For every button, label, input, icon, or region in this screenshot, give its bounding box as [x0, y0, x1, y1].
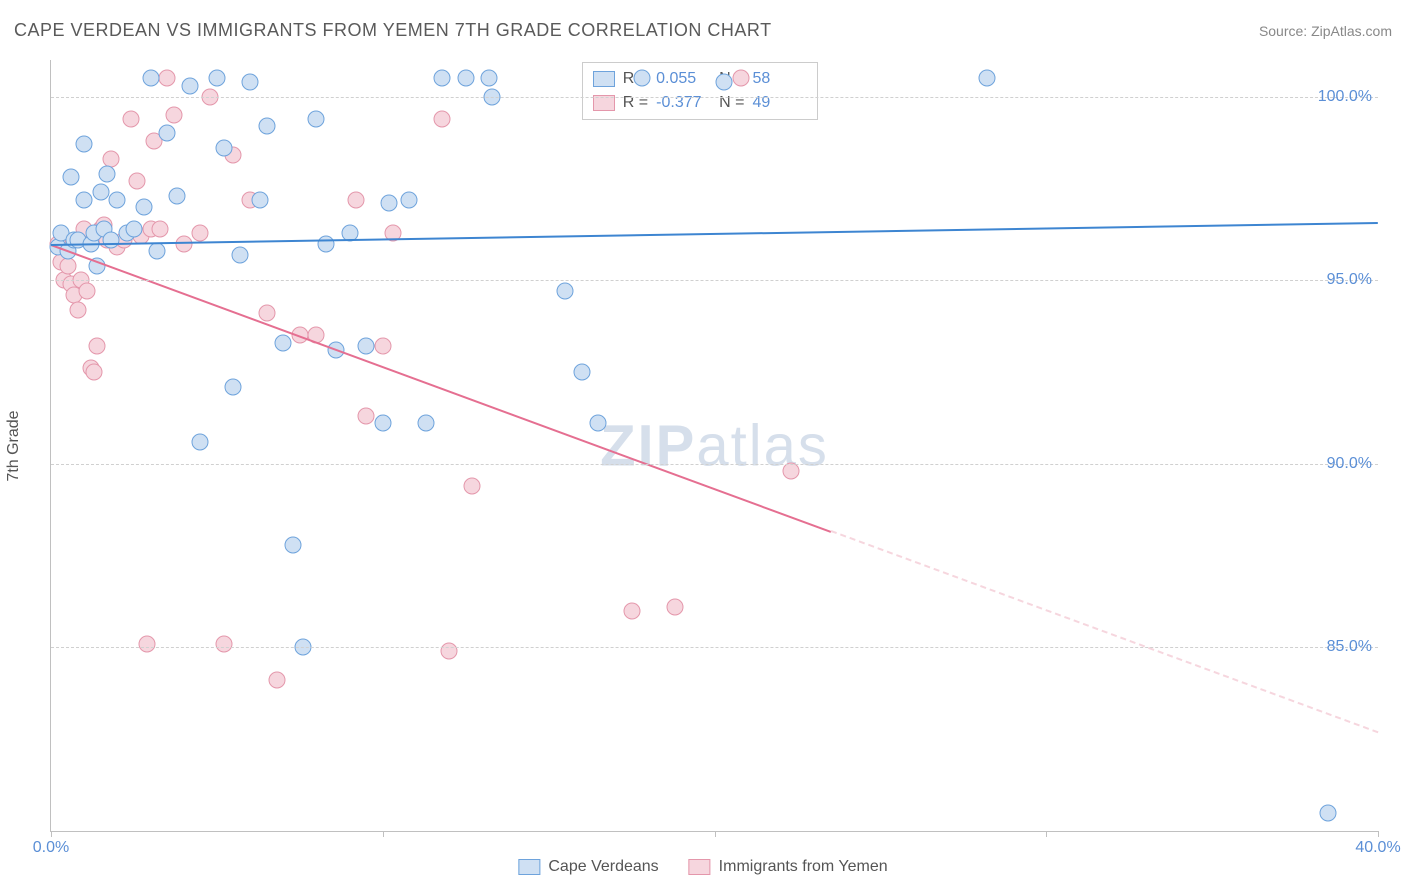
gridline-h — [51, 280, 1378, 281]
point-blue — [434, 70, 451, 87]
point-blue — [102, 231, 119, 248]
point-pink — [89, 338, 106, 355]
point-blue — [142, 70, 159, 87]
point-pink — [782, 463, 799, 480]
point-blue — [169, 187, 186, 204]
xtick-label: 0.0% — [33, 839, 69, 857]
point-pink — [464, 477, 481, 494]
xtick-mark — [383, 831, 384, 837]
point-blue — [978, 70, 995, 87]
point-pink — [441, 643, 458, 660]
point-pink — [139, 635, 156, 652]
gridline-h — [51, 464, 1378, 465]
point-blue — [76, 191, 93, 208]
point-pink — [348, 191, 365, 208]
point-blue — [480, 70, 497, 87]
point-pink — [258, 305, 275, 322]
point-pink — [623, 602, 640, 619]
plot-area: ZIPatlas R = 0.055 N = 58 R = -0.377 N =… — [50, 60, 1378, 832]
point-blue — [225, 378, 242, 395]
point-blue — [457, 70, 474, 87]
point-pink — [152, 220, 169, 237]
ytick-label: 90.0% — [1327, 455, 1372, 473]
point-blue — [125, 220, 142, 237]
xtick-label: 40.0% — [1355, 839, 1400, 857]
point-blue — [252, 191, 269, 208]
legend-item-blue: Cape Verdeans — [518, 858, 658, 876]
point-blue — [318, 235, 335, 252]
point-blue — [99, 165, 116, 182]
xtick-mark — [1378, 831, 1379, 837]
point-pink — [79, 283, 96, 300]
point-blue — [590, 415, 607, 432]
point-blue — [633, 70, 650, 87]
point-blue — [285, 536, 302, 553]
gridline-h — [51, 647, 1378, 648]
point-blue — [149, 242, 166, 259]
point-blue — [232, 246, 249, 263]
point-pink — [666, 599, 683, 616]
point-blue — [374, 415, 391, 432]
xtick-mark — [51, 831, 52, 837]
point-blue — [192, 433, 209, 450]
ytick-label: 100.0% — [1318, 88, 1372, 106]
xtick-mark — [1046, 831, 1047, 837]
point-blue — [135, 198, 152, 215]
scatter-container — [51, 60, 1378, 831]
legend-item-pink: Immigrants from Yemen — [689, 858, 888, 876]
point-blue — [275, 334, 292, 351]
point-pink — [165, 107, 182, 124]
swatch-pink — [689, 859, 711, 875]
ytick-label: 85.0% — [1327, 638, 1372, 656]
point-blue — [62, 169, 79, 186]
gridline-h — [51, 97, 1378, 98]
point-blue — [401, 191, 418, 208]
point-blue — [358, 338, 375, 355]
point-blue — [76, 136, 93, 153]
point-blue — [557, 283, 574, 300]
point-pink — [215, 635, 232, 652]
chart-source: Source: ZipAtlas.com — [1259, 23, 1392, 39]
legend-label-pink: Immigrants from Yemen — [719, 858, 888, 876]
point-pink — [434, 110, 451, 127]
point-blue — [573, 364, 590, 381]
series-legend: Cape Verdeans Immigrants from Yemen — [518, 858, 887, 876]
point-blue — [208, 70, 225, 87]
y-axis-label: 7th Grade — [5, 410, 23, 481]
point-pink — [86, 364, 103, 381]
point-blue — [182, 77, 199, 94]
point-pink — [358, 408, 375, 425]
point-blue — [109, 191, 126, 208]
regression-line-pink — [51, 244, 831, 533]
xtick-mark — [715, 831, 716, 837]
point-blue — [308, 110, 325, 127]
point-blue — [242, 74, 259, 91]
point-blue — [381, 195, 398, 212]
point-blue — [258, 118, 275, 135]
point-blue — [1320, 804, 1337, 821]
point-blue — [417, 415, 434, 432]
point-pink — [374, 338, 391, 355]
point-pink — [268, 672, 285, 689]
point-pink — [129, 173, 146, 190]
point-pink — [69, 301, 86, 318]
point-blue — [215, 140, 232, 157]
point-pink — [733, 70, 750, 87]
point-pink — [122, 110, 139, 127]
chart-header: CAPE VERDEAN VS IMMIGRANTS FROM YEMEN 7T… — [14, 20, 1392, 41]
point-blue — [92, 184, 109, 201]
point-pink — [192, 224, 209, 241]
ytick-label: 95.0% — [1327, 271, 1372, 289]
point-pink — [59, 257, 76, 274]
point-blue — [159, 125, 176, 142]
regression-dash-pink — [830, 530, 1378, 733]
point-blue — [716, 74, 733, 91]
chart-title: CAPE VERDEAN VS IMMIGRANTS FROM YEMEN 7T… — [14, 20, 772, 41]
legend-label-blue: Cape Verdeans — [548, 858, 658, 876]
swatch-blue — [518, 859, 540, 875]
point-pink — [159, 70, 176, 87]
regression-line-blue — [51, 222, 1378, 246]
